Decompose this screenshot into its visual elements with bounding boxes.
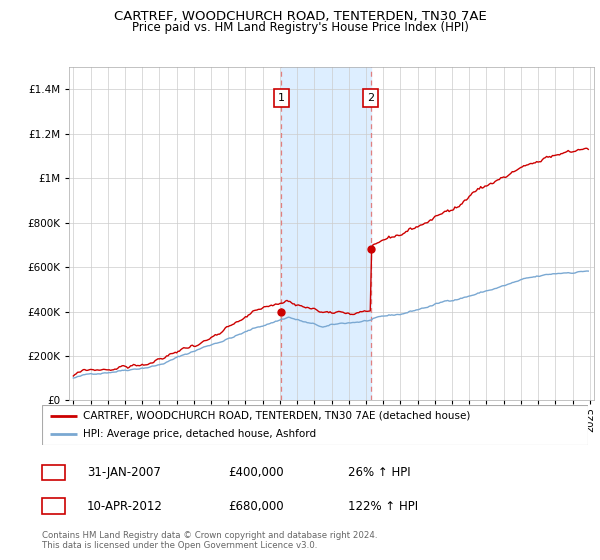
Text: 26% ↑ HPI: 26% ↑ HPI [348,466,410,479]
Text: 10-APR-2012: 10-APR-2012 [87,500,163,513]
Text: Contains HM Land Registry data © Crown copyright and database right 2024.: Contains HM Land Registry data © Crown c… [42,531,377,540]
Text: £680,000: £680,000 [228,500,284,513]
Text: CARTREF, WOODCHURCH ROAD, TENTERDEN, TN30 7AE (detached house): CARTREF, WOODCHURCH ROAD, TENTERDEN, TN3… [83,411,470,421]
Text: 2: 2 [367,94,374,103]
Text: Price paid vs. HM Land Registry's House Price Index (HPI): Price paid vs. HM Land Registry's House … [131,21,469,34]
Text: 2: 2 [50,500,57,513]
Text: 122% ↑ HPI: 122% ↑ HPI [348,500,418,513]
Text: £400,000: £400,000 [228,466,284,479]
Bar [281,67,371,400]
Text: HPI: Average price, detached house, Ashford: HPI: Average price, detached house, Ashf… [83,430,316,439]
Text: 31-JAN-2007: 31-JAN-2007 [87,466,161,479]
Text: 1: 1 [50,466,57,479]
Text: This data is licensed under the Open Government Licence v3.0.: This data is licensed under the Open Gov… [42,541,317,550]
Text: 1: 1 [278,94,285,103]
Text: CARTREF, WOODCHURCH ROAD, TENTERDEN, TN30 7AE: CARTREF, WOODCHURCH ROAD, TENTERDEN, TN3… [113,10,487,23]
